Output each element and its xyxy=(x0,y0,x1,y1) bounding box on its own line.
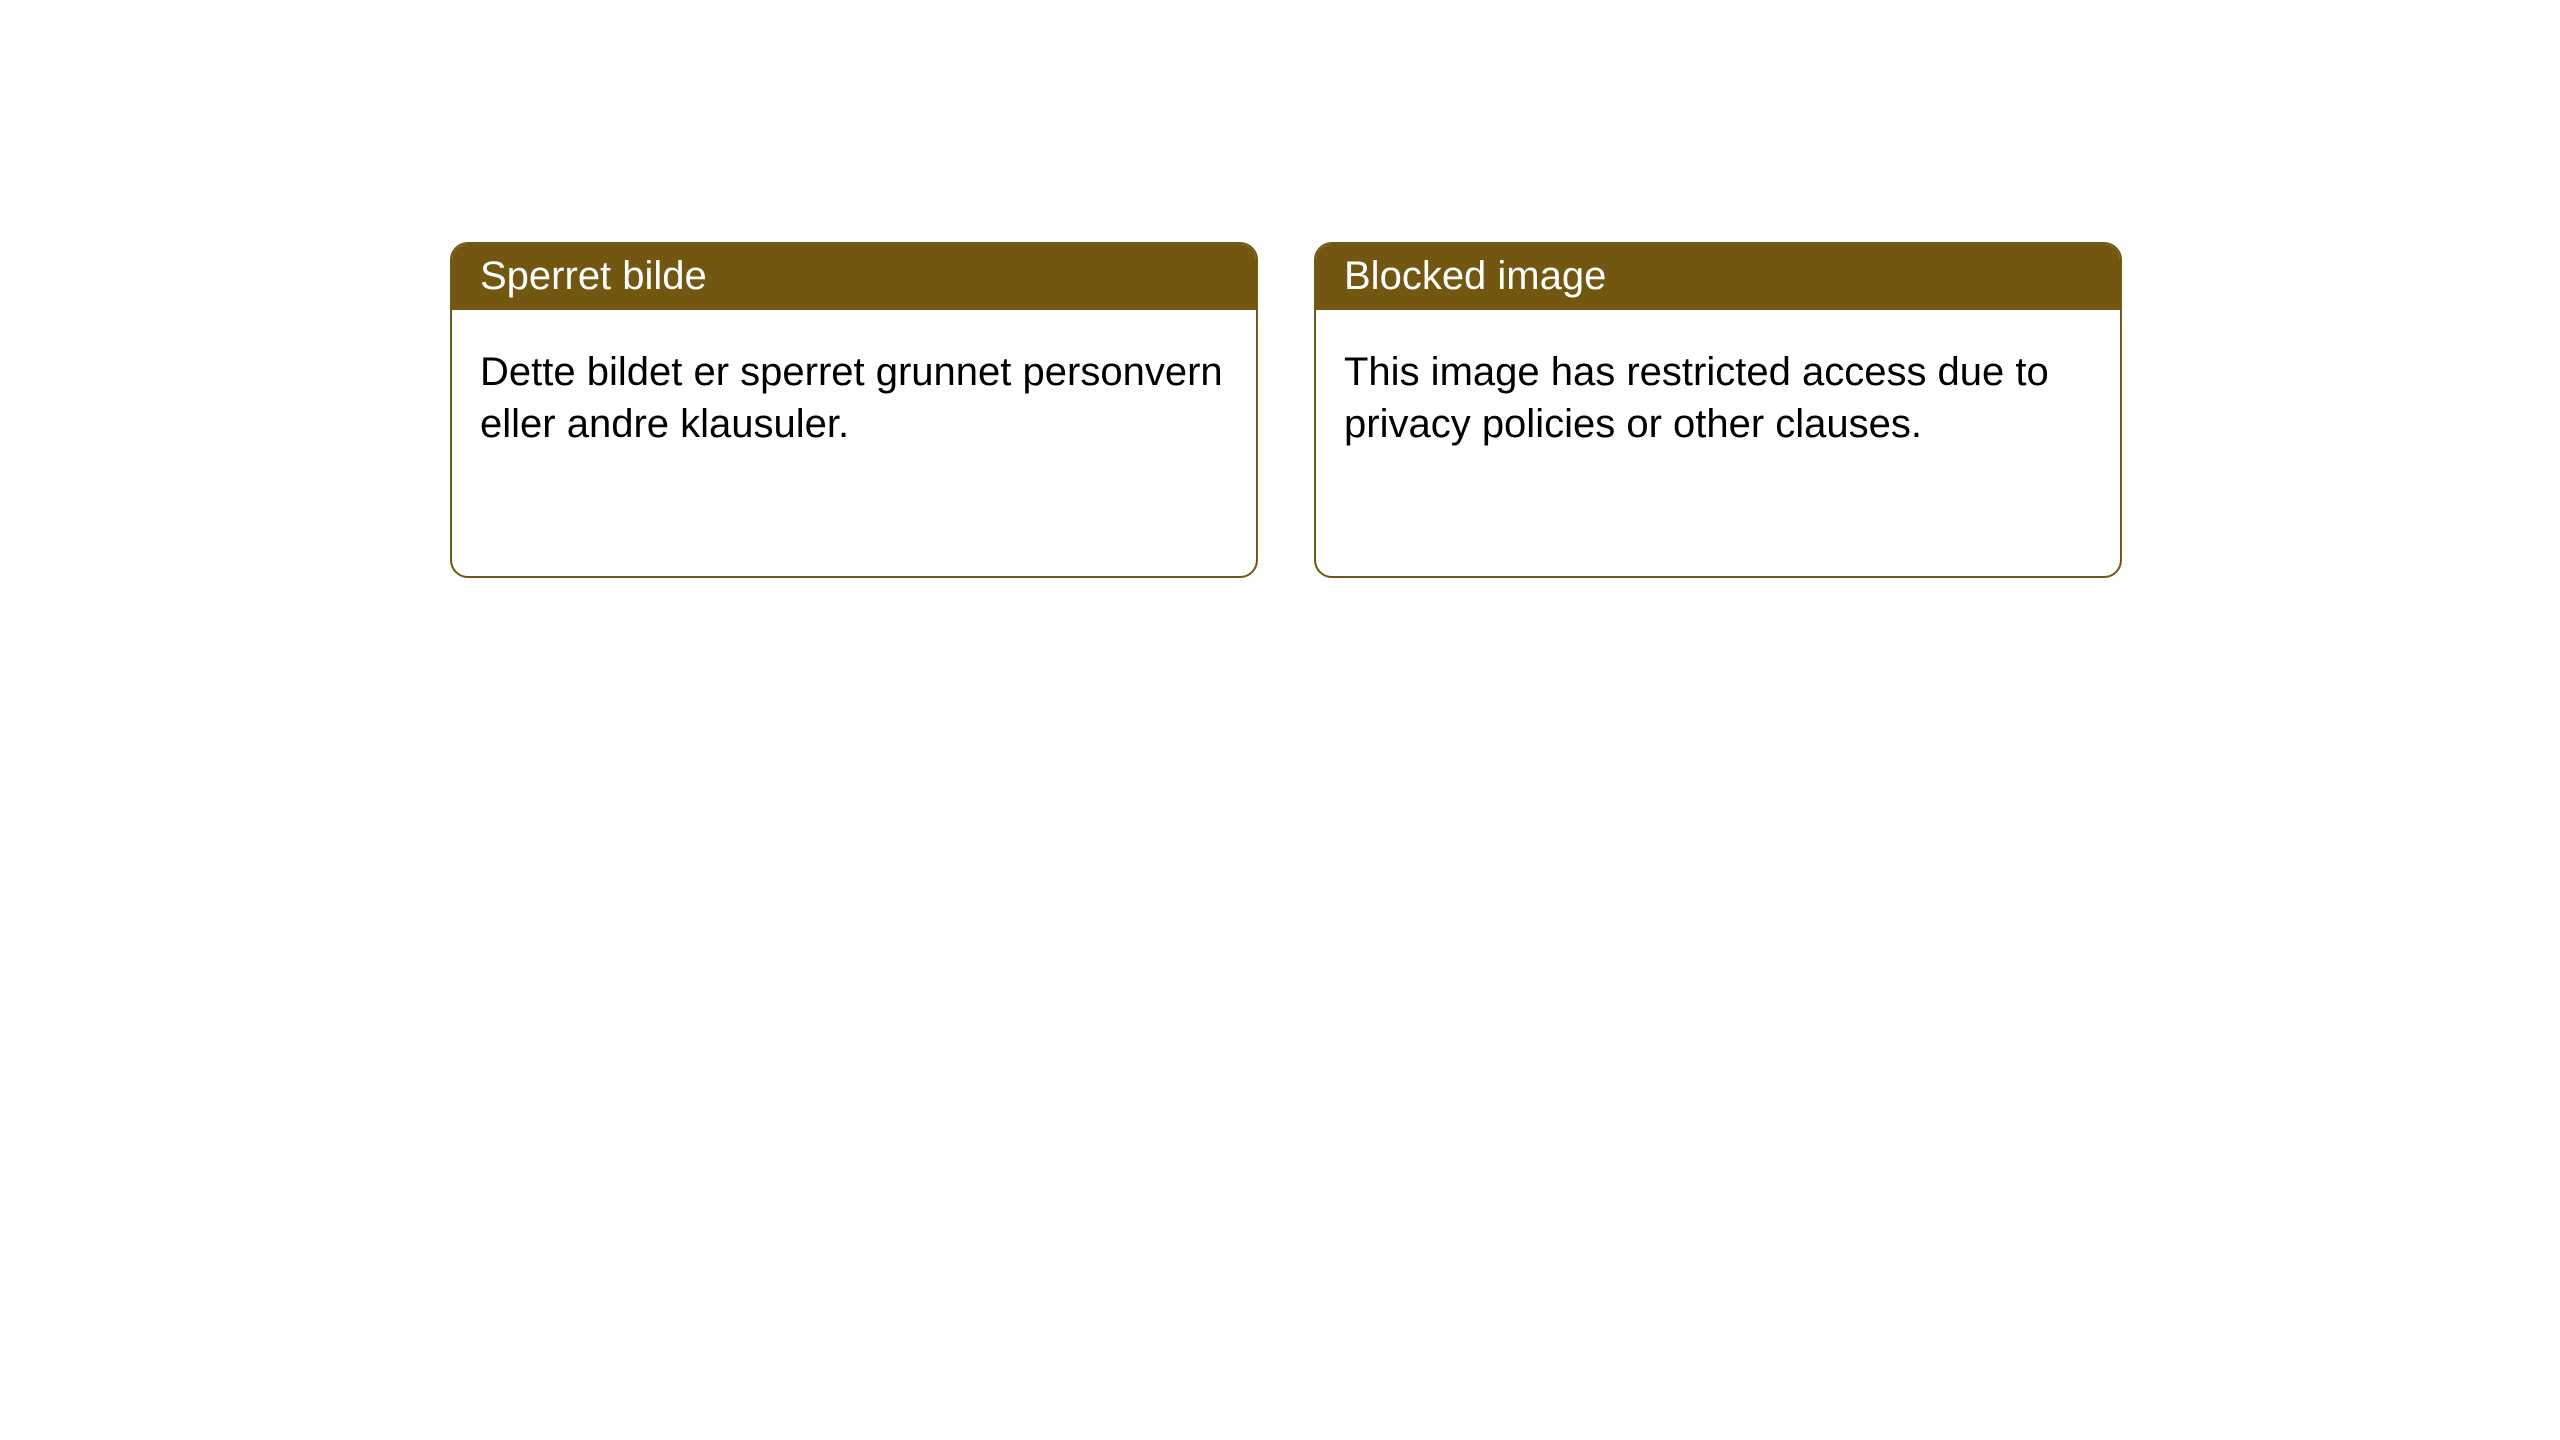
card-body-text: Dette bildet er sperret grunnet personve… xyxy=(480,350,1223,446)
card-title: Blocked image xyxy=(1344,254,1606,298)
card-header: Blocked image xyxy=(1316,244,2120,310)
notice-cards-container: Sperret bilde Dette bildet er sperret gr… xyxy=(0,0,2560,578)
notice-card-norwegian: Sperret bilde Dette bildet er sperret gr… xyxy=(450,242,1258,578)
card-body-text: This image has restricted access due to … xyxy=(1344,350,2049,446)
card-header: Sperret bilde xyxy=(452,244,1256,310)
card-title: Sperret bilde xyxy=(480,254,707,298)
card-body: Dette bildet er sperret grunnet personve… xyxy=(452,310,1256,450)
card-body: This image has restricted access due to … xyxy=(1316,310,2120,450)
notice-card-english: Blocked image This image has restricted … xyxy=(1314,242,2122,578)
